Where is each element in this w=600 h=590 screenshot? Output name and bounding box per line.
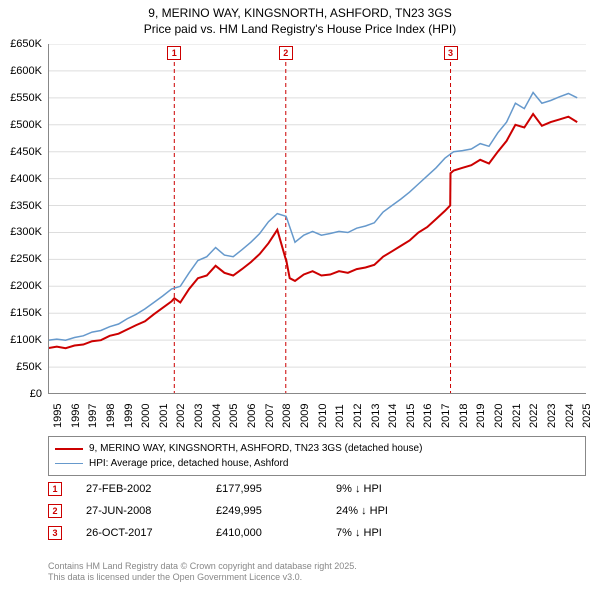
y-tick-label: £250K [0, 253, 46, 265]
sales-row: 3 26-OCT-2017 £410,000 7% ↓ HPI [48, 522, 586, 544]
x-tick-label: 1996 [70, 404, 82, 428]
x-tick-label: 2017 [440, 404, 452, 428]
x-tick-label: 2014 [387, 404, 399, 428]
sale-delta: 7% ↓ HPI [336, 527, 456, 539]
y-tick-label: £200K [0, 280, 46, 292]
y-tick-label: £100K [0, 334, 46, 346]
sale-date: 27-JUN-2008 [86, 505, 216, 517]
title-line-1: 9, MERINO WAY, KINGSNORTH, ASHFORD, TN23… [0, 6, 600, 22]
title-line-2: Price paid vs. HM Land Registry's House … [0, 22, 600, 38]
x-tick-label: 1997 [87, 404, 99, 428]
footer-attribution: Contains HM Land Registry data © Crown c… [48, 561, 357, 584]
x-tick-label: 2025 [581, 404, 593, 428]
x-tick-label: 2022 [528, 404, 540, 428]
y-tick-label: £50K [0, 361, 46, 373]
sale-price: £249,995 [216, 505, 336, 517]
legend-label: 9, MERINO WAY, KINGSNORTH, ASHFORD, TN23… [89, 441, 422, 456]
x-tick-label: 2008 [281, 404, 293, 428]
y-tick-label: £550K [0, 92, 46, 104]
x-tick-label: 2011 [334, 404, 346, 428]
x-tick-label: 2016 [422, 404, 434, 428]
legend-item: 9, MERINO WAY, KINGSNORTH, ASHFORD, TN23… [55, 441, 579, 456]
x-tick-label: 2000 [140, 404, 152, 428]
sale-price: £410,000 [216, 527, 336, 539]
legend: 9, MERINO WAY, KINGSNORTH, ASHFORD, TN23… [48, 436, 586, 476]
x-tick-label: 2004 [211, 404, 223, 428]
legend-swatch [55, 448, 83, 450]
sale-delta: 24% ↓ HPI [336, 505, 456, 517]
legend-swatch [55, 463, 83, 464]
x-tick-label: 2012 [352, 404, 364, 428]
x-tick-label: 2002 [175, 404, 187, 428]
y-tick-label: £0 [0, 388, 46, 400]
y-tick-label: £600K [0, 65, 46, 77]
x-tick-label: 2013 [370, 404, 382, 428]
plot-border [48, 44, 586, 394]
y-tick-label: £300K [0, 226, 46, 238]
x-tick-label: 2010 [317, 404, 329, 428]
sale-delta: 9% ↓ HPI [336, 483, 456, 495]
x-tick-label: 2019 [475, 404, 487, 428]
x-tick-label: 2015 [405, 404, 417, 428]
footer-line-1: Contains HM Land Registry data © Crown c… [48, 561, 357, 573]
y-tick-label: £350K [0, 200, 46, 212]
sales-table: 1 27-FEB-2002 £177,995 9% ↓ HPI 2 27-JUN… [48, 478, 586, 544]
legend-item: HPI: Average price, detached house, Ashf… [55, 456, 579, 471]
x-tick-label: 2021 [511, 404, 523, 428]
sale-marker-box: 3 [444, 46, 458, 60]
chart-title: 9, MERINO WAY, KINGSNORTH, ASHFORD, TN23… [0, 0, 600, 37]
sale-date: 27-FEB-2002 [86, 483, 216, 495]
sale-marker-icon: 1 [48, 482, 62, 496]
sale-date: 26-OCT-2017 [86, 527, 216, 539]
x-tick-label: 1999 [123, 404, 135, 428]
legend-label: HPI: Average price, detached house, Ashf… [89, 456, 288, 471]
chart-area: £0£50K£100K£150K£200K£250K£300K£350K£400… [48, 44, 586, 394]
x-tick-label: 1998 [105, 404, 117, 428]
x-tick-label: 2005 [228, 404, 240, 428]
x-tick-label: 2003 [193, 404, 205, 428]
sale-marker-box: 1 [167, 46, 181, 60]
y-tick-label: £400K [0, 173, 46, 185]
y-tick-label: £450K [0, 146, 46, 158]
x-tick-label: 2009 [299, 404, 311, 428]
sale-price: £177,995 [216, 483, 336, 495]
x-tick-label: 2007 [264, 404, 276, 428]
y-tick-label: £650K [0, 38, 46, 50]
x-tick-label: 2023 [546, 404, 558, 428]
sales-row: 2 27-JUN-2008 £249,995 24% ↓ HPI [48, 500, 586, 522]
x-tick-label: 2018 [458, 404, 470, 428]
sale-marker-box: 2 [279, 46, 293, 60]
sales-row: 1 27-FEB-2002 £177,995 9% ↓ HPI [48, 478, 586, 500]
x-tick-label: 2001 [158, 404, 170, 428]
sale-marker-icon: 3 [48, 526, 62, 540]
y-tick-label: £500K [0, 119, 46, 131]
x-tick-label: 1995 [52, 404, 64, 428]
footer-line-2: This data is licensed under the Open Gov… [48, 572, 357, 584]
y-tick-label: £150K [0, 307, 46, 319]
chart-container: 9, MERINO WAY, KINGSNORTH, ASHFORD, TN23… [0, 0, 600, 590]
x-tick-label: 2006 [246, 404, 258, 428]
x-tick-label: 2024 [564, 404, 576, 428]
sale-marker-icon: 2 [48, 504, 62, 518]
x-tick-label: 2020 [493, 404, 505, 428]
